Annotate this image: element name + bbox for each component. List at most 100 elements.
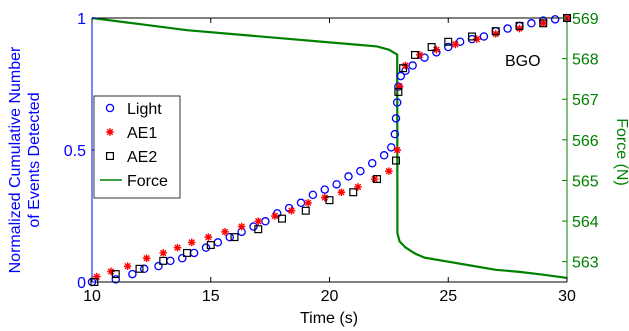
ae2-point — [254, 225, 263, 234]
legend-label: Force — [127, 173, 168, 190]
y-left-axis-label-line-1: Normalized Cumulative Number — [7, 46, 24, 273]
ae1-point — [401, 61, 410, 70]
force-line — [91, 16, 568, 280]
ae1-point — [159, 249, 168, 257]
ae1-point — [107, 267, 115, 276]
light-point — [320, 185, 329, 194]
ae2-point — [394, 87, 403, 96]
light-point — [392, 98, 402, 107]
ae1-point — [254, 217, 263, 226]
y-right-axis-label: Force (N) — [613, 118, 629, 186]
ae1-point — [173, 243, 182, 252]
y-right-tick-label: 565 — [572, 173, 599, 190]
ae2-point — [427, 43, 436, 52]
ae1-point — [432, 45, 441, 54]
x-tick-label: 20 — [321, 288, 339, 305]
legend-label: Light — [127, 101, 162, 118]
ae2-point — [515, 21, 524, 30]
ae1-point — [204, 233, 213, 241]
light-point — [332, 180, 341, 189]
ae2-point — [349, 188, 358, 197]
light-point — [139, 264, 149, 274]
light-point — [177, 253, 187, 263]
ae1-point — [304, 199, 312, 207]
ae1-point — [320, 193, 329, 202]
ae1-point — [539, 19, 548, 28]
legend-box — [93, 95, 181, 199]
x-tick-label: 25 — [439, 288, 457, 305]
ae2-point — [539, 19, 548, 28]
ae1-point — [287, 206, 296, 215]
ae2-point — [468, 32, 477, 41]
ae2-point — [159, 256, 168, 265]
light-point — [249, 222, 258, 231]
light-point — [356, 166, 365, 176]
ae2-series — [90, 14, 571, 287]
ae2-point — [373, 175, 382, 184]
y-right-tick-label: 567 — [572, 92, 599, 109]
y-left-tick-label: 0 — [77, 275, 86, 292]
ae2-point — [206, 241, 215, 250]
ae2-point — [230, 233, 239, 242]
light-point — [284, 203, 294, 213]
light-point — [390, 129, 400, 139]
ae1-point — [415, 51, 424, 59]
light-point — [391, 114, 401, 123]
legend: Light AE1 AE2 Force — [93, 95, 181, 199]
ae1-point — [237, 222, 246, 231]
light-point — [479, 32, 489, 41]
legend-square-swatch — [105, 152, 114, 161]
ae2-point — [491, 27, 500, 36]
force-series — [91, 16, 568, 280]
y-right-tick-label: 568 — [572, 52, 599, 69]
light-point — [201, 243, 211, 252]
ae2-point — [135, 264, 144, 273]
light-point — [420, 53, 429, 62]
legend-label: AE2 — [127, 149, 157, 166]
x-axis-label: Time (s) — [300, 310, 358, 327]
x-tick-label: 10 — [83, 288, 101, 305]
legend-circle-swatch — [105, 103, 115, 113]
ae1-point — [491, 30, 500, 38]
light-point — [111, 275, 121, 284]
y-left-tick-label: 1 — [77, 11, 86, 28]
light-point — [396, 71, 405, 81]
axes: 10 15 20 25 30 0 0.5 1 563 564 565 566 567 568 569 — [64, 11, 599, 305]
y-left-axis-label: Normalized Cumulative Number of Events D… — [7, 46, 43, 273]
ae1-point — [142, 254, 151, 263]
ae2-point — [411, 50, 420, 59]
ae1-point — [515, 24, 524, 33]
light-point — [308, 190, 318, 200]
ae1-point — [385, 167, 393, 175]
ae1-point — [123, 262, 132, 270]
ae1-point — [92, 272, 101, 281]
ae1-point — [370, 175, 379, 183]
legend-star-swatch — [106, 128, 114, 136]
legend-label: AE1 — [127, 125, 157, 142]
ae1-point — [354, 183, 362, 191]
ae1-point — [472, 35, 481, 43]
ae1-point — [393, 146, 401, 154]
y-left-axis-label-line-2: of Events Detected — [26, 92, 43, 227]
ae2-point — [399, 64, 408, 73]
y-right-tick-label: 566 — [572, 133, 599, 150]
light-point — [367, 158, 377, 168]
y-right-tick-label: 569 — [572, 11, 599, 28]
light-point — [344, 172, 353, 181]
light-point — [527, 19, 536, 28]
ae1-point — [337, 188, 346, 197]
ae2-point — [325, 196, 334, 205]
light-point — [128, 269, 137, 279]
ae1-point — [395, 82, 404, 91]
ae2-point — [183, 248, 192, 257]
ae1-point — [221, 228, 229, 236]
light-point — [443, 42, 453, 52]
light-point — [272, 209, 282, 218]
ae2-point — [444, 37, 453, 46]
light-point — [455, 37, 465, 47]
x-tick-label: 30 — [558, 288, 576, 305]
y-left-tick-label: 0.5 — [64, 143, 86, 160]
ae1-point — [271, 212, 279, 220]
light-point — [550, 15, 560, 24]
